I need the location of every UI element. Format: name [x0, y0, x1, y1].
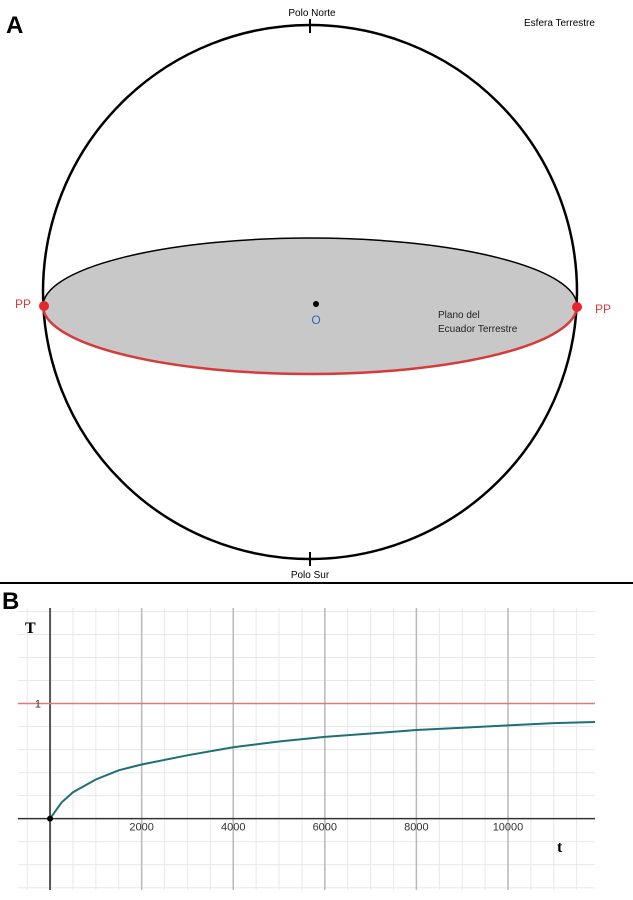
graph: 2000 4000 6000 8000 10000 1 T t: [18, 608, 596, 890]
center-label: O: [311, 313, 320, 327]
center-point: [313, 301, 319, 307]
asymptote-label: 1: [35, 699, 41, 711]
sphere-title: Esfera Terrestre: [524, 18, 595, 29]
series-line: [49, 721, 596, 820]
x-tick-label: 6000: [313, 822, 337, 834]
left-pp-point: [39, 301, 49, 311]
major-grid: [140, 608, 509, 890]
panel-a: A Esfera Terrestre Polo Norte Polo Sur O…: [6, 8, 611, 581]
left-pp-label: PP: [15, 297, 31, 311]
x-tick-label: 2000: [129, 822, 153, 834]
x-tick-label: 10000: [493, 822, 524, 834]
panel-b-label: B: [2, 588, 19, 615]
north-pole-label: Polo Norte: [288, 8, 336, 19]
y-axis-label: T: [25, 620, 36, 637]
plane-label-line1: Plano del: [438, 310, 480, 321]
right-pp-label: PP: [595, 302, 611, 316]
origin-point: [47, 815, 54, 822]
south-pole-label: Polo Sur: [291, 570, 330, 581]
x-tick-label: 4000: [221, 822, 245, 834]
plane-label-line2: Ecuador Terrestre: [438, 324, 518, 335]
x-tick-labels: 2000 4000 6000 8000 10000: [129, 822, 523, 834]
panel-a-label: A: [6, 12, 23, 39]
x-tick-label: 8000: [404, 822, 428, 834]
x-axis-label: t: [557, 839, 563, 856]
right-pp-point: [572, 302, 582, 312]
equator-front-arc: [41, 305, 579, 376]
